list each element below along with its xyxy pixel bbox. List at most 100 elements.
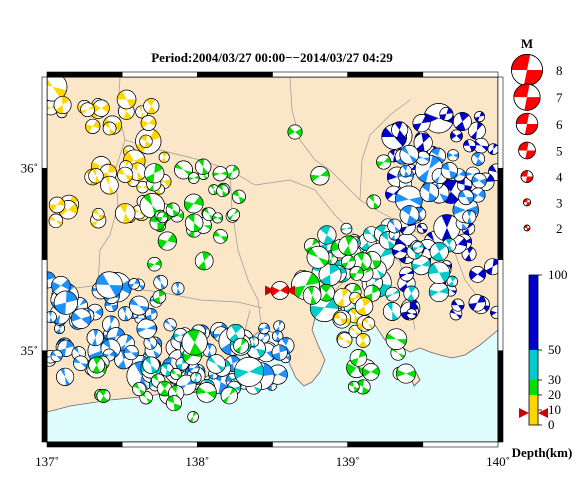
focal-mechanism-cyan-east [429,242,449,262]
magnitude-legend-item: 3 [523,195,563,210]
focal-mechanism-green-south [88,356,106,374]
focal-mechanism-green-misc [227,208,240,221]
focal-mechanism-green-north [157,231,177,251]
focal-mechanism-blue-east [440,162,458,180]
focal-mechanism-green-misc [366,194,382,210]
focal-mechanism-blue-west [51,276,71,296]
focal-mechanism-blue-west [53,290,78,315]
focal-mechanism-green-south [132,382,147,397]
focal-mechanism-cyan-fuji [317,225,337,245]
focal-mechanism-green-fuji [302,286,322,305]
focal-mechanism-green-fuji [317,284,336,302]
longitude-axis: 137˚ 138˚ 139˚ 140˚ [35,454,510,469]
focal-mechanism-green-fuji [341,254,356,270]
focal-mechanism-yellow-north [100,175,119,195]
focal-mechanism-green-misc [194,251,214,271]
focal-mechanism-green-north [156,211,169,224]
longitude-tick-label: 139˚ [336,454,360,469]
focal-mechanism-blue-east [387,218,402,234]
depth-color-band [529,410,538,425]
magnitude-label: 4 [556,170,563,185]
focal-mechanism-navy-east [452,112,472,131]
depth-color-band [529,380,538,395]
depth-tick-label: 20 [548,387,561,402]
focal-mechanism-blue-west [57,339,75,357]
focal-mechanism-navy-east [484,258,498,276]
frame-segment [347,441,424,448]
focal-mechanism-green-izu [385,328,408,350]
focal-mechanism-green-misc [147,257,162,272]
depth-legend-title: Depth(km) [512,445,573,460]
focal-mechanism-yellow-north [143,98,160,115]
focal-mechanism-blue-west [117,306,133,322]
focal-mechanism-navy-east [469,266,486,283]
focal-mechanism-cyan-fuji [382,302,402,321]
depth-tick-label: 0 [548,417,555,432]
focal-mechanism-blue-central [273,320,285,332]
focal-mechanism-yellow-nw [80,102,95,117]
map-title: Period:2004/03/27 00:00−−2014/03/27 04:2… [151,50,393,65]
focal-mechanism-navy-east [463,139,477,153]
longitude-tick-label: 137˚ [35,454,59,469]
magnitude-legend: M 8 7 6 5 4 3 2 [511,36,563,236]
focal-mechanism-blue-central [258,322,270,335]
magnitude-legend-item: 8 [511,54,563,86]
depth-color-band [529,395,538,410]
focal-mechanism-yellow-hakone [362,317,376,331]
focal-mechanism-blue-west [136,318,157,339]
focal-mechanism-navy-east [391,121,409,139]
focal-mechanism-yellow-north [139,134,153,148]
frame-segment [272,441,348,448]
focal-mechanism-yellow-north [102,121,117,136]
focal-mechanism-green-misc [376,154,392,170]
focal-mechanism-navy-east [439,107,454,121]
latitude-tick-label: 36˚ [21,160,38,175]
frame-segment [422,71,499,78]
depth-tick-label: 100 [548,267,568,282]
focal-mechanism-blue-east [471,152,485,166]
focal-mechanism-navy-east [391,243,408,259]
focal-mechanism-blue-west [171,281,185,295]
focal-mechanism-yellow-north [135,128,162,155]
focal-mechanism-green-fuji [291,270,320,300]
focal-mechanism-green-misc [165,202,180,217]
magnitude-legend-item: 2 [523,221,563,236]
focal-mechanism-cyan-east [427,261,451,284]
depth-color-band [529,350,538,380]
focal-mechanism-green-north [187,172,200,184]
focal-mechanism-cyan-fuji [340,222,353,235]
main-event-marker [265,281,296,300]
magnitude-legend-item: 7 [513,83,563,111]
focal-mechanism-navy-east [490,305,498,319]
frame-segment [41,167,48,260]
focal-mechanism-cyan-south [234,356,264,387]
longitude-tick-label: 140˚ [486,454,510,469]
focal-mechanism-cyan-south [142,356,160,374]
focal-mechanism-cyan-east [446,275,458,288]
focal-mechanism-yellow-north [140,115,157,131]
focal-mechanism-blue-east [399,205,420,225]
frame-segment [41,76,48,169]
depth-color-band [529,275,538,350]
magnitude-legend-item: 4 [520,170,563,185]
focal-mechanism-yellow-hakone [355,333,371,348]
focal-mechanism-cyan-east [411,241,425,254]
longitude-tick-label: 138˚ [185,454,209,469]
focal-mechanism-yellow-green-west [48,196,66,214]
focal-mechanism-blue-east [419,182,439,203]
focal-mechanism-yellow-north [116,89,137,110]
focal-mechanism-navy-east [467,121,486,140]
focal-mechanism-blue-west [128,278,140,290]
frame-segment [422,441,499,448]
focal-mechanism-navy-east [474,111,486,123]
focal-mechanism-navy-east [412,114,431,133]
focal-mechanism-blue-east [458,189,474,206]
frame-segment [497,350,504,443]
focal-mechanism-cyan-fuji [385,286,400,302]
focal-mechanism-green-south [166,395,182,412]
marker-triangle-right [285,285,296,296]
focal-mechanism-green-north [232,189,246,204]
focal-mechanism-green-north [184,213,204,233]
